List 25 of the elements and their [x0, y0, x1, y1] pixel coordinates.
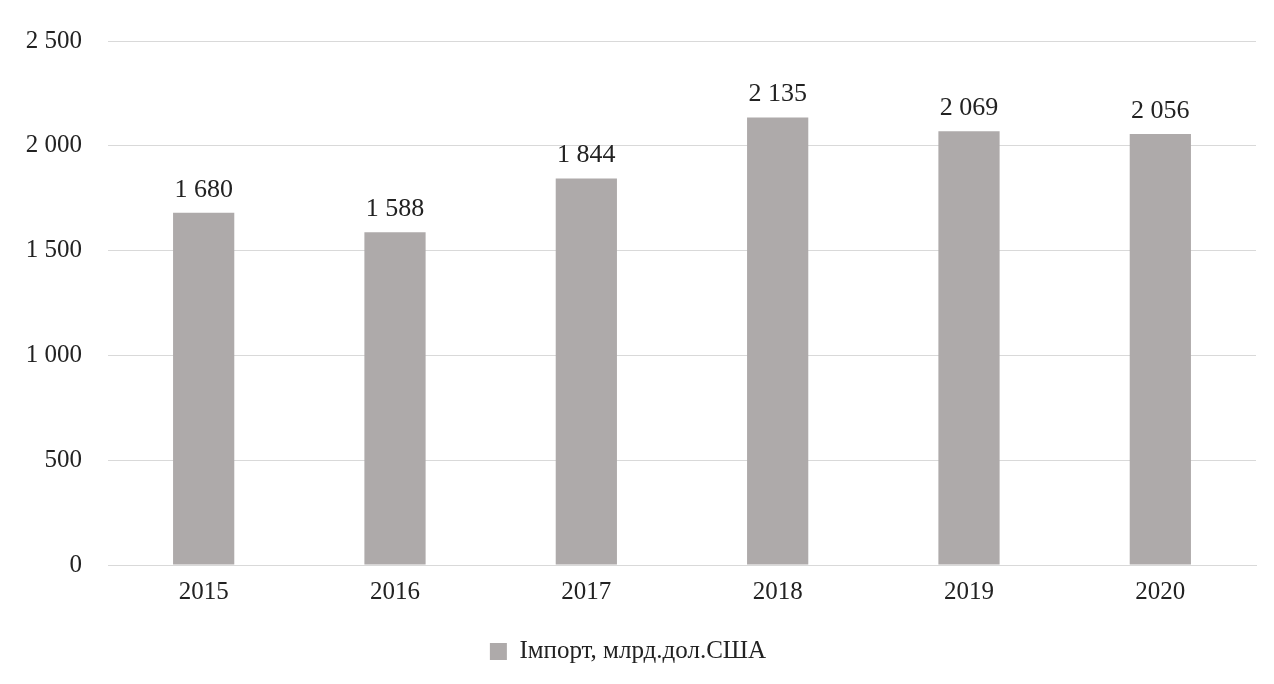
- data-label: 1 588: [365, 192, 425, 222]
- bar: [1129, 134, 1191, 565]
- bar: [364, 232, 426, 565]
- y-tick-label: 2 000: [25, 130, 82, 158]
- x-tick-label: 2020: [1135, 576, 1186, 604]
- data-label: 2 135: [748, 78, 807, 108]
- bar: [938, 131, 1000, 565]
- bar: [747, 117, 809, 565]
- x-tick-label: 2019: [944, 576, 994, 604]
- data-label: 2 056: [1131, 94, 1190, 124]
- data-label: 1 680: [174, 173, 233, 203]
- legend-label: Імпорт, млрд.дол.США: [519, 636, 767, 664]
- y-tick-label: 2 500: [25, 25, 82, 53]
- x-tick-label: 2018: [752, 576, 803, 604]
- data-label: 1 844: [557, 139, 616, 169]
- x-tick-label: 2016: [370, 576, 420, 604]
- data-label: 2 069: [939, 92, 999, 122]
- y-tick-label: 1 000: [25, 339, 82, 367]
- y-tick-label: 500: [44, 444, 82, 472]
- x-tick-label: 2015: [178, 576, 229, 604]
- x-tick-label: 2017: [561, 576, 612, 604]
- y-tick-label: 0: [69, 549, 82, 577]
- bar: [555, 178, 617, 565]
- bar: [173, 212, 235, 565]
- y-tick-label: 1 500: [25, 235, 82, 263]
